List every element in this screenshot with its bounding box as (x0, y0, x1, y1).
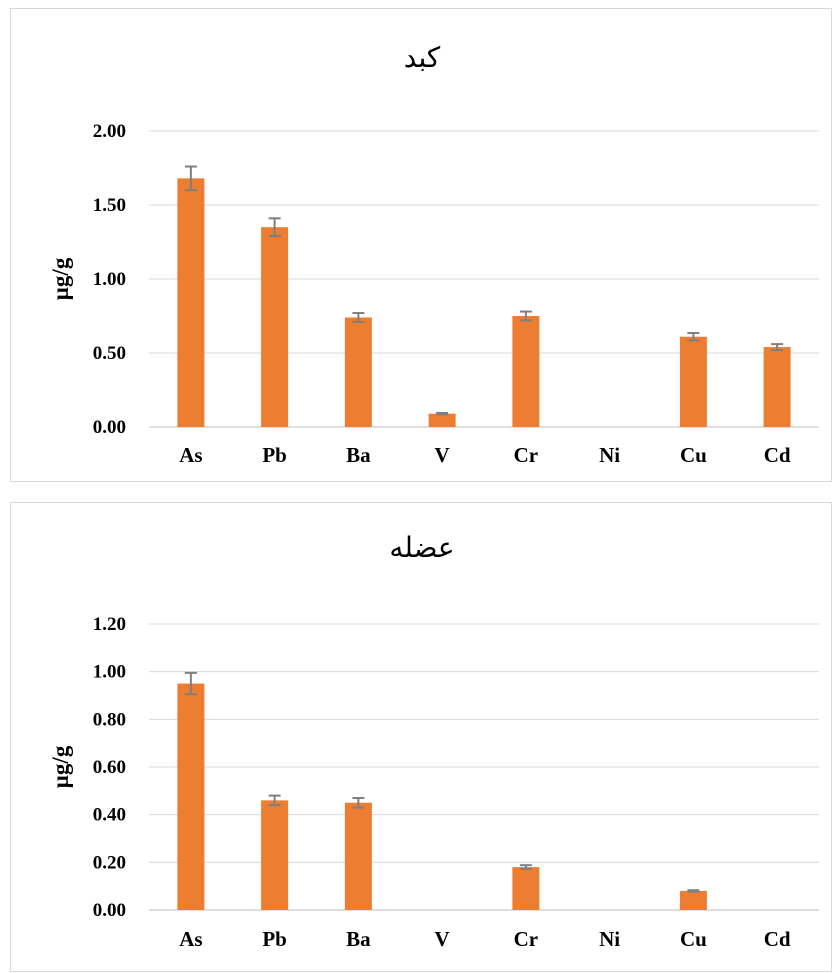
y-tick-label: 0.40 (93, 805, 126, 826)
bar-pb (261, 227, 289, 427)
bar-ba (344, 317, 372, 427)
x-category-label: Cr (514, 443, 539, 467)
y-axis-label: µg/g (48, 257, 73, 300)
muscle-chart: عضله 0.00 0.20 0.40 0.60 0.80 1.00 1.20 µg/g As Pb… (48, 531, 819, 951)
x-category-label: Ba (346, 927, 371, 951)
y-tick-label: 0.60 (93, 757, 126, 778)
y-axis-label: µg/g (48, 745, 73, 788)
x-category-label: As (179, 443, 202, 467)
bar-cd (763, 347, 791, 427)
bar-as (177, 683, 205, 910)
x-category-label: Ba (346, 443, 371, 467)
y-tick-label: 1.00 (93, 662, 126, 683)
x-category-label: Ni (599, 443, 620, 467)
x-category-label: V (435, 927, 450, 951)
y-tick-label: 2.00 (93, 121, 126, 142)
x-category-label: As (179, 927, 202, 951)
bar-cu (679, 336, 707, 427)
x-category-label: Pb (262, 927, 287, 951)
y-tick-label: 0.20 (93, 852, 126, 873)
x-category-label: Ni (599, 927, 620, 951)
y-tick-label: 0.80 (93, 709, 126, 730)
bar-cr (512, 316, 540, 427)
x-category-label: Cu (680, 443, 707, 467)
bar-as (177, 178, 205, 427)
bar-pb (261, 800, 289, 910)
x-category-label: Pb (262, 443, 287, 467)
chart-title: کبد (404, 41, 441, 74)
muscle-chart-panel: عضله 0.00 0.20 0.40 0.60 0.80 1.00 1.20 µg/g As Pb… (10, 502, 832, 972)
y-tick-label: 1.50 (93, 195, 126, 216)
x-category-label: V (435, 443, 450, 467)
chart-title: عضله (389, 531, 454, 564)
x-category-label: Cr (514, 927, 539, 951)
liver-chart-panel: کبد 0.00 0.50 1.00 1.50 2.00 µg/g As Pb Ba V Cr Ni Cu… (10, 8, 832, 482)
y-tick-label: 0.00 (93, 900, 126, 921)
y-tick-label: 1.20 (93, 614, 126, 635)
x-category-label: Cu (680, 927, 707, 951)
bar-cr (512, 867, 540, 910)
x-category-label: Cd (764, 443, 791, 467)
y-tick-label: 1.00 (93, 269, 126, 290)
bar-ba (344, 802, 372, 910)
liver-chart: کبد 0.00 0.50 1.00 1.50 2.00 µg/g As Pb Ba V Cr Ni Cu… (48, 41, 819, 467)
bar-cu (679, 890, 707, 910)
y-tick-label: 0.50 (93, 343, 126, 364)
y-tick-label: 0.00 (93, 417, 126, 438)
x-category-label: Cd (764, 927, 791, 951)
bar-v (428, 413, 456, 427)
